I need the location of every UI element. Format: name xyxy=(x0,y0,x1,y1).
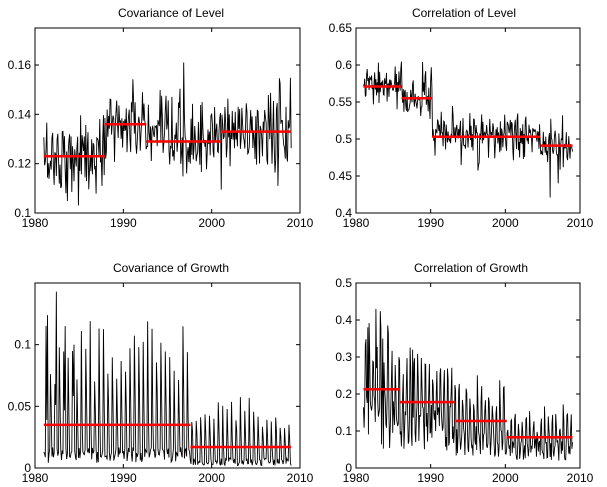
y-tick-label: 0.16 xyxy=(8,58,32,72)
y-tick-label: 0.4 xyxy=(335,313,352,327)
x-tick-label: 1990 xyxy=(417,471,444,485)
y-tick-label: 0.05 xyxy=(8,399,32,413)
y-tick-label: 0.5 xyxy=(335,276,352,290)
chart-title: Correlation of Level xyxy=(412,6,516,20)
panel-covariance-of-growth: Covariance of Growth 1980 1990 2000 2010 0 0.… xyxy=(8,261,314,485)
x-tick-label: 1990 xyxy=(110,216,137,230)
chart-title: Covariance of Growth xyxy=(113,261,229,275)
y-tick-label: 0.12 xyxy=(8,157,32,171)
y-tick-label: 0.4 xyxy=(335,206,352,220)
chart-marks xyxy=(363,308,573,461)
chart-marks xyxy=(43,62,292,206)
axis-ticks: 1980 1990 2000 2010 0 0.05 0.1 xyxy=(8,283,314,485)
panel-correlation-of-growth: Correlation of Growth 1980 1990 2000 2010 0 0… xyxy=(335,261,593,485)
x-tick-label: 2010 xyxy=(567,471,594,485)
x-tick-label: 1980 xyxy=(343,216,370,230)
y-tick-label: 0.1 xyxy=(14,338,31,352)
plot-frame xyxy=(355,282,581,469)
panel-covariance-of-level: Covariance of Level 1980 1990 2000 2010 0.1 0… xyxy=(8,6,314,230)
axis-ticks: 1980 1990 2000 2010 0 0.1 0.2 0.3 0.4 0.5 xyxy=(335,276,593,485)
axis-ticks: 1980 1990 2000 2010 0.1 0.12 0.14 0.16 xyxy=(8,28,314,230)
x-tick-label: 1980 xyxy=(22,471,49,485)
y-tick-label: 0.45 xyxy=(329,169,353,183)
y-tick-label: 0.2 xyxy=(335,387,352,401)
y-tick-label: 0.6 xyxy=(335,58,352,72)
x-tick-label: 2010 xyxy=(287,216,314,230)
series-line xyxy=(363,61,573,198)
y-tick-label: 0.3 xyxy=(335,350,352,364)
series-line xyxy=(43,291,292,467)
x-tick-label: 1990 xyxy=(110,471,137,485)
y-tick-label: 0.1 xyxy=(335,424,352,438)
x-tick-label: 2010 xyxy=(287,471,314,485)
chart-marks xyxy=(363,61,573,198)
x-tick-label: 2010 xyxy=(567,216,594,230)
series-line xyxy=(43,62,292,206)
chart-marks xyxy=(43,291,292,467)
x-tick-label: 2000 xyxy=(198,216,225,230)
plot-frame xyxy=(34,282,301,469)
panel-correlation-of-level: Correlation of Level 1980 1990 2000 2010 0.4… xyxy=(329,6,594,230)
y-tick-label: 0.1 xyxy=(14,206,31,220)
chart-title: Covariance of Level xyxy=(118,6,224,20)
x-tick-label: 1980 xyxy=(22,216,49,230)
plot-frame xyxy=(34,27,301,214)
y-tick-label: 0.14 xyxy=(8,107,32,121)
plot-frame xyxy=(355,27,581,214)
x-tick-label: 2000 xyxy=(492,471,519,485)
chart-title: Correlation of Growth xyxy=(414,261,528,275)
x-tick-label: 1990 xyxy=(417,216,444,230)
y-tick-label: 0.65 xyxy=(329,21,353,35)
x-tick-label: 2000 xyxy=(492,216,519,230)
y-tick-label: 0.55 xyxy=(329,95,353,109)
y-tick-label: 0.5 xyxy=(335,132,352,146)
x-tick-label: 1980 xyxy=(343,471,370,485)
x-tick-label: 2000 xyxy=(198,471,225,485)
y-tick-label: 0 xyxy=(345,461,352,475)
y-tick-label: 0 xyxy=(24,461,31,475)
axis-ticks: 1980 1990 2000 2010 0.4 0.45 0.5 0.55 0.6 0.65 xyxy=(329,21,594,230)
